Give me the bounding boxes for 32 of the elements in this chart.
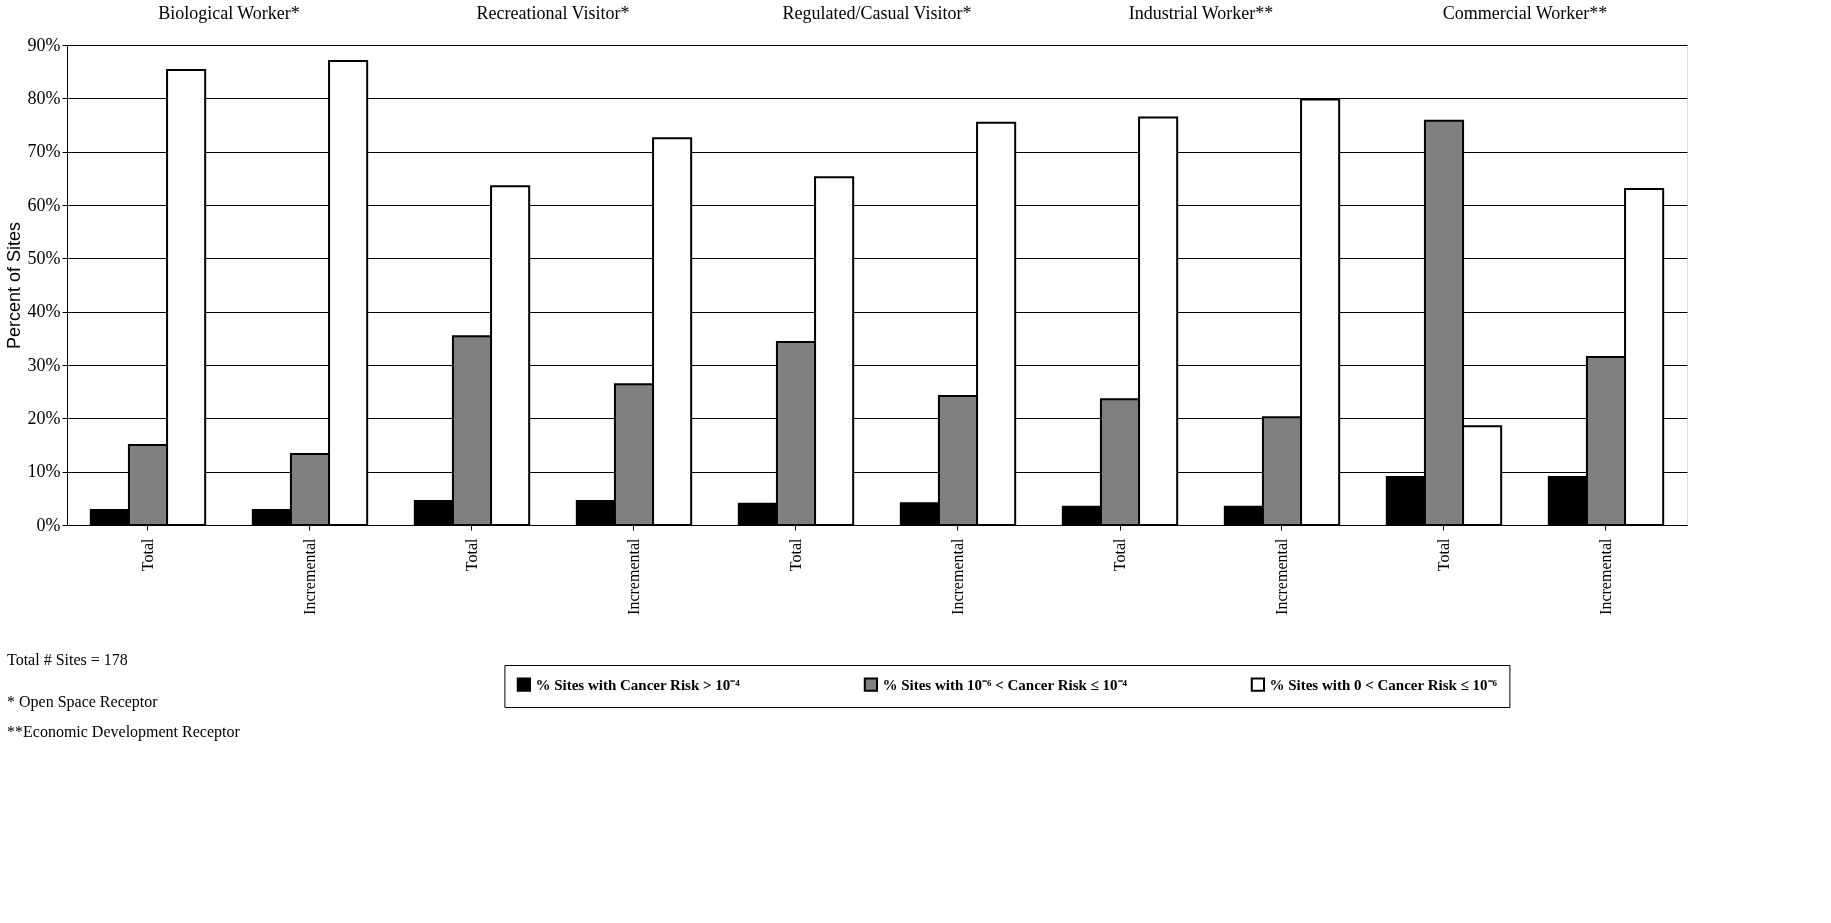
x-tick-label: Total xyxy=(139,537,156,572)
text: Biological Worker* xyxy=(158,3,300,23)
text: * Open Space Receptor xyxy=(7,693,159,711)
text: **Economic Development Receptor xyxy=(7,723,241,741)
x-tick-label: Incremental xyxy=(1597,537,1614,615)
y-tick-label: 10% xyxy=(27,461,61,482)
x-tick-label: Incremental xyxy=(949,537,966,615)
y-tick-label: 90% xyxy=(27,34,61,55)
y-tick-label: 50% xyxy=(27,247,61,268)
text: Regulated/Casual Visitor* xyxy=(782,3,972,23)
y-tick-label: 20% xyxy=(27,407,61,428)
x-tick-label: Incremental xyxy=(301,537,318,615)
text: Total # Sites = 178 xyxy=(7,651,128,668)
x-tick-label: Total xyxy=(463,537,480,572)
y-tick-label: 80% xyxy=(27,87,61,108)
y-tick-label: 30% xyxy=(27,354,61,375)
text: Industrial Worker** xyxy=(1128,3,1274,23)
x-tick-label: Total xyxy=(1111,537,1128,572)
legend-label: % Sites with 0 < Cancer Risk ≤ 10⁻⁶ xyxy=(1269,676,1498,693)
text: Commercial Worker** xyxy=(1442,3,1608,23)
legend-label: % Sites with Cancer Risk > 10⁻⁴ xyxy=(535,676,741,693)
y-tick-label: 0% xyxy=(36,514,61,535)
y-tick-label: 70% xyxy=(27,141,61,162)
y-tick-label: 60% xyxy=(27,194,61,215)
text: Recreational Visitor* xyxy=(476,3,630,23)
y-axis-title: Percent of Sites xyxy=(3,221,24,350)
x-tick-label: Total xyxy=(1435,537,1452,572)
x-tick-label: Incremental xyxy=(625,537,642,615)
y-tick-label: 40% xyxy=(27,301,61,322)
legend-label: % Sites with 10⁻⁶ < Cancer Risk ≤ 10⁻⁴ xyxy=(882,676,1128,693)
x-tick-label: Incremental xyxy=(1273,537,1290,615)
x-tick-label: Total xyxy=(787,537,804,572)
